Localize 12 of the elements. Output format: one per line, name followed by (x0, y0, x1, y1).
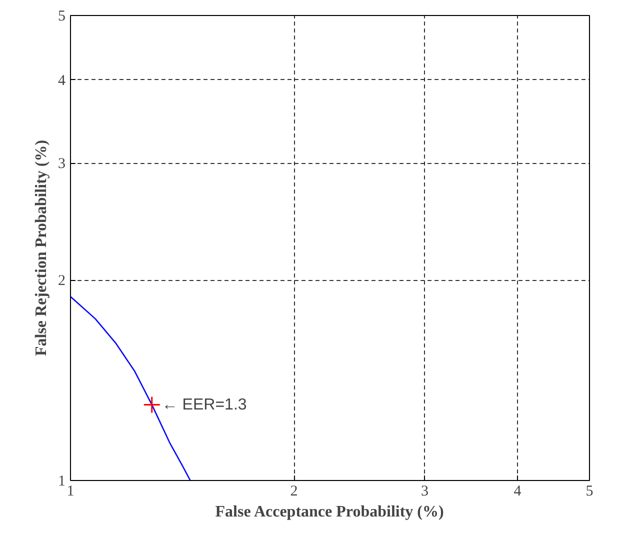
x-tick-label: 5 (586, 484, 594, 500)
y-tick-label: 3 (58, 156, 66, 172)
x-tick-label: 2 (290, 484, 298, 500)
y-axis-title: False Rejection Probability (%) (33, 140, 50, 356)
y-tick-label: 1 (58, 474, 66, 490)
y-tick-label: 4 (58, 72, 66, 89)
x-tick-label: 4 (514, 484, 522, 500)
y-tick-label: 5 (58, 8, 66, 24)
annotation: ← EER=1.3 (162, 396, 247, 414)
x-axis-title: False Acceptance Probability (%) (215, 504, 444, 520)
x-tick-label: 3 (421, 484, 429, 500)
y-tick-label: 2 (58, 273, 66, 290)
